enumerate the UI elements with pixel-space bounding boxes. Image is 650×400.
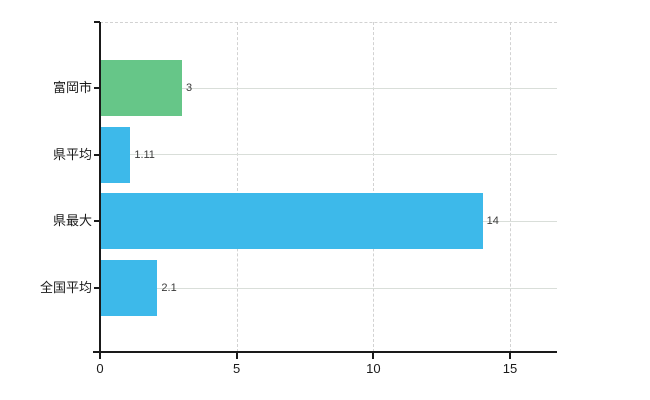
x-tick-label: 5 (233, 361, 241, 376)
bar (101, 193, 483, 250)
plot-top-gridline (100, 22, 557, 23)
category-label: 全国平均 (39, 280, 92, 295)
x-tick-label: 10 (366, 361, 381, 376)
gridline-vertical (510, 22, 511, 352)
x-axis-tick (99, 353, 101, 359)
x-axis (93, 351, 557, 353)
x-axis-tick (372, 353, 375, 359)
gridline-horizontal (100, 87, 557, 89)
y-axis-tick (94, 153, 100, 156)
gridline-horizontal (100, 287, 557, 289)
y-axis-tick (94, 220, 100, 223)
bar (101, 60, 182, 116)
value-label: 2.1 (161, 282, 177, 294)
gridline-horizontal (100, 154, 557, 156)
category-label: 県平均 (52, 146, 92, 162)
category-label: 県最大 (52, 213, 92, 229)
x-tick-label: 0 (96, 361, 104, 376)
x-tick-label: 15 (502, 361, 518, 376)
value-label: 1.11 (134, 148, 155, 161)
bar (101, 260, 158, 316)
value-label: 3 (186, 82, 193, 94)
x-axis-tick (509, 353, 511, 359)
category-label: 富岡市 (52, 80, 92, 95)
y-axis-tick (94, 87, 100, 89)
gridline-vertical (236, 22, 238, 352)
y-axis-tick (94, 287, 100, 289)
gridline-vertical (373, 22, 375, 352)
bar (101, 126, 131, 183)
x-axis-tick (235, 353, 238, 359)
y-axis (99, 22, 101, 354)
value-label: 14 (486, 215, 499, 228)
y-axis-top-tick (94, 21, 100, 23)
